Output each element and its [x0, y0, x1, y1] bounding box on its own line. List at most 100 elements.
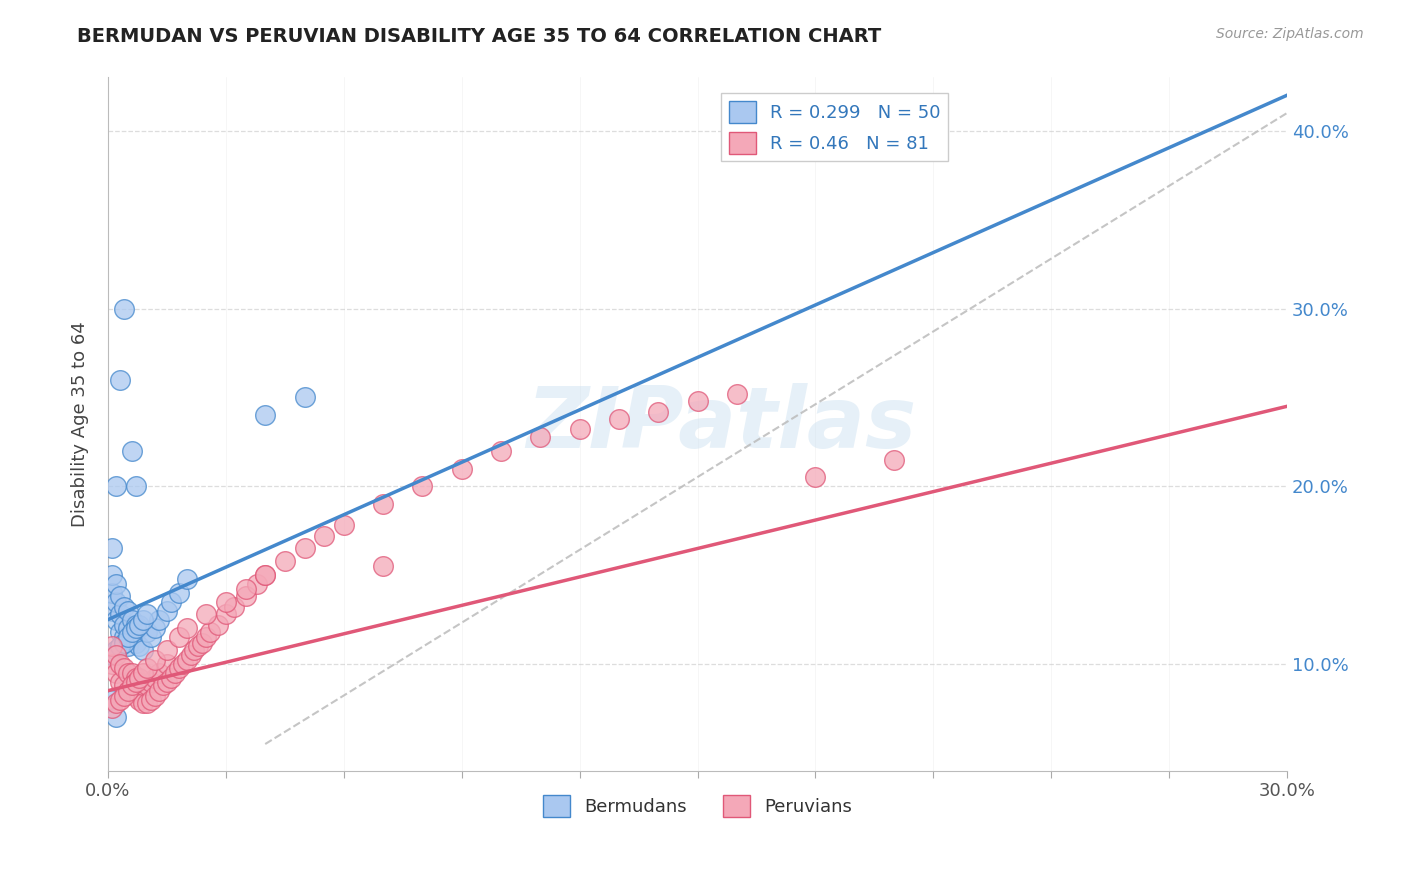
Point	[804, 470, 827, 484]
Point	[647, 404, 669, 418]
Point	[117, 683, 139, 698]
Point	[176, 622, 198, 636]
Point	[235, 582, 257, 597]
Point	[128, 640, 150, 654]
Point	[163, 665, 186, 680]
Point	[294, 541, 316, 556]
Point	[104, 642, 127, 657]
Point	[143, 689, 166, 703]
Point	[568, 422, 591, 436]
Point	[148, 665, 170, 680]
Point	[156, 657, 179, 671]
Point	[156, 674, 179, 689]
Point	[136, 607, 159, 622]
Point	[132, 642, 155, 657]
Point	[180, 648, 202, 662]
Point	[104, 595, 127, 609]
Point	[101, 541, 124, 556]
Point	[101, 568, 124, 582]
Point	[314, 529, 336, 543]
Point	[101, 657, 124, 671]
Point	[124, 671, 146, 685]
Point	[198, 625, 221, 640]
Point	[152, 678, 174, 692]
Point	[124, 636, 146, 650]
Point	[124, 622, 146, 636]
Point	[254, 408, 277, 422]
Point	[112, 301, 135, 316]
Point	[124, 689, 146, 703]
Y-axis label: Disability Age 35 to 64: Disability Age 35 to 64	[72, 321, 89, 527]
Point	[104, 613, 127, 627]
Point	[121, 625, 143, 640]
Point	[101, 640, 124, 654]
Point	[136, 660, 159, 674]
Point	[112, 689, 135, 703]
Point	[108, 590, 131, 604]
Point	[108, 657, 131, 671]
Point	[124, 479, 146, 493]
Point	[132, 665, 155, 680]
Point	[101, 604, 124, 618]
Point	[246, 577, 269, 591]
Point	[112, 660, 135, 674]
Point	[176, 653, 198, 667]
Point	[108, 373, 131, 387]
Point	[128, 622, 150, 636]
Point	[215, 607, 238, 622]
Point	[101, 692, 124, 706]
Point	[148, 683, 170, 698]
Point	[117, 640, 139, 654]
Point	[132, 613, 155, 627]
Point	[108, 692, 131, 706]
Point	[121, 613, 143, 627]
Point	[143, 671, 166, 685]
Point	[215, 595, 238, 609]
Point	[187, 640, 209, 654]
Point	[128, 618, 150, 632]
Point	[148, 613, 170, 627]
Point	[112, 600, 135, 615]
Point	[108, 625, 131, 640]
Point	[450, 461, 472, 475]
Point	[108, 674, 131, 689]
Point	[411, 479, 433, 493]
Point	[112, 636, 135, 650]
Point	[124, 618, 146, 632]
Point	[132, 678, 155, 692]
Point	[121, 443, 143, 458]
Point	[128, 692, 150, 706]
Point	[254, 568, 277, 582]
Point	[167, 660, 190, 674]
Point	[235, 590, 257, 604]
Point	[121, 665, 143, 680]
Point	[104, 577, 127, 591]
Point	[294, 391, 316, 405]
Point	[143, 653, 166, 667]
Point	[176, 572, 198, 586]
Point	[143, 622, 166, 636]
Point	[101, 648, 124, 662]
Point	[112, 618, 135, 632]
Point	[195, 607, 218, 622]
Legend: Bermudans, Peruvians: Bermudans, Peruvians	[536, 788, 859, 824]
Point	[371, 559, 394, 574]
Point	[274, 554, 297, 568]
Point	[121, 678, 143, 692]
Point	[183, 642, 205, 657]
Point	[136, 696, 159, 710]
Point	[529, 429, 551, 443]
Point	[167, 586, 190, 600]
Point	[160, 595, 183, 609]
Point	[160, 671, 183, 685]
Text: ZIPatlas: ZIPatlas	[526, 383, 917, 466]
Point	[191, 636, 214, 650]
Point	[117, 622, 139, 636]
Point	[136, 678, 159, 692]
Point	[104, 710, 127, 724]
Point	[167, 631, 190, 645]
Point	[333, 518, 356, 533]
Point	[222, 600, 245, 615]
Point	[725, 387, 748, 401]
Point	[104, 479, 127, 493]
